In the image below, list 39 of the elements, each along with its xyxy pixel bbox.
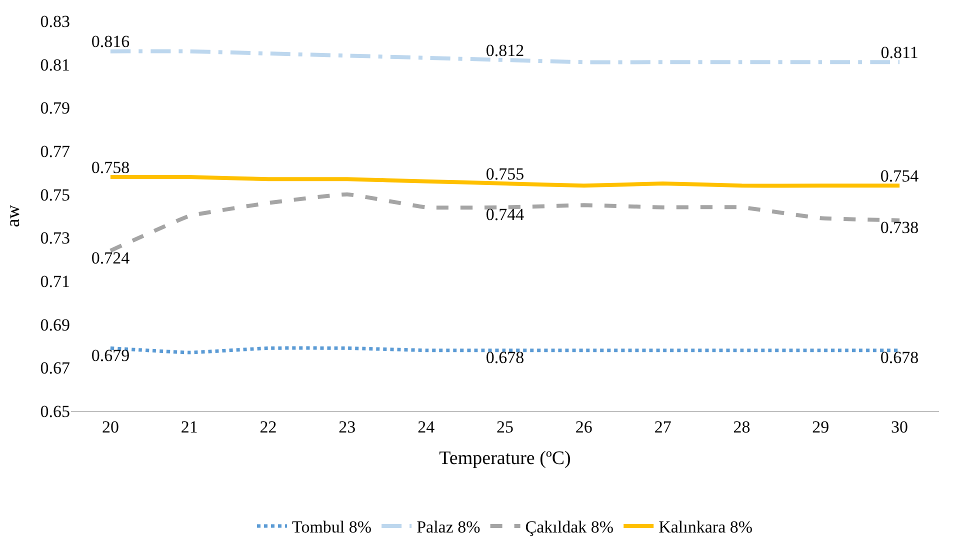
data-label: 0.738	[880, 218, 919, 238]
data-label: 0.758	[91, 158, 130, 177]
y-tick-label: 0.77	[40, 142, 70, 161]
data-label: 0.678	[880, 348, 919, 368]
data-label: 0.754	[880, 166, 920, 186]
x-tick-label: 30	[891, 417, 908, 436]
y-tick-label: 0.65	[40, 402, 70, 421]
x-tick-label: 20	[102, 417, 119, 436]
x-tick-label: 24	[418, 417, 436, 436]
y-tick-label: 0.79	[40, 98, 70, 118]
x-tick-label: 23	[338, 417, 356, 436]
x-tick-label: 25	[496, 417, 514, 436]
x-tick-label: 21	[180, 417, 198, 436]
x-tick-label: 28	[733, 417, 750, 436]
legend-label: Kalınkara 8%	[658, 518, 753, 537]
y-tick-label: 0.73	[40, 228, 70, 248]
data-label: 0.678	[486, 348, 524, 368]
y-tick-label: 0.69	[40, 315, 70, 334]
y-tick-label: 0.83	[40, 12, 70, 31]
x-tick-label: 22	[260, 417, 277, 436]
y-tick-label: 0.81	[40, 55, 70, 74]
legend-label: Tombul 8%	[292, 518, 372, 537]
data-label: 0.816	[91, 32, 130, 52]
legend-label: Çakıldak 8%	[525, 518, 614, 537]
x-tick-label: 27	[654, 417, 672, 436]
data-label: 0.812	[486, 40, 524, 60]
data-label: 0.811	[880, 42, 918, 62]
legend-label: Palaz 8%	[416, 518, 480, 537]
y-axis-title: aw	[3, 204, 24, 228]
x-tick-label: 29	[812, 417, 830, 436]
data-label: 0.755	[486, 164, 524, 184]
data-label: 0.679	[91, 346, 130, 365]
x-tick-label: 26	[575, 417, 592, 436]
y-tick-label: 0.67	[40, 358, 70, 378]
y-tick-label: 0.75	[40, 185, 70, 204]
y-tick-label: 0.71	[40, 272, 70, 291]
x-axis-title: Temperature (ºC)	[439, 448, 571, 470]
data-label: 0.744	[486, 205, 525, 224]
data-label: 0.724	[91, 248, 130, 268]
